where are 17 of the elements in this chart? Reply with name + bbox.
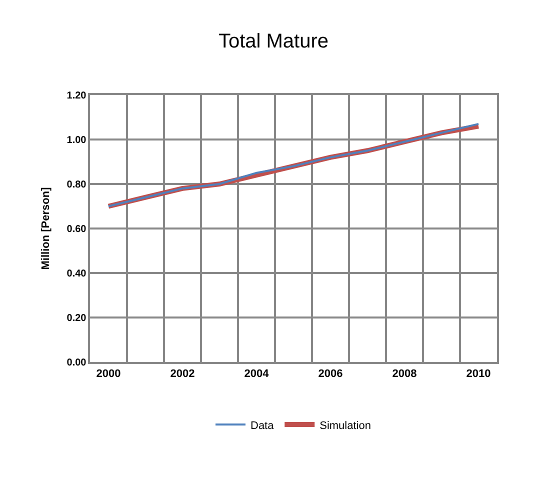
x-tick-label: 2006 [318, 368, 343, 380]
x-tick-label: 2000 [96, 368, 121, 380]
x-tick-label: 2010 [466, 368, 491, 380]
y-tick-label: 1.20 [66, 90, 87, 102]
y-tick-label: 1.00 [66, 135, 87, 146]
chart-title: Total Mature [218, 30, 329, 53]
y-tick-label: 0.20 [66, 313, 87, 324]
y-tick-label: 0.40 [66, 268, 87, 280]
y-tick-label: 0.60 [66, 224, 87, 235]
legend-label: Simulation [320, 420, 371, 432]
y-tick-label: 0.00 [66, 358, 87, 368]
x-tick-label: 2002 [170, 368, 195, 380]
x-tick-label: 2004 [244, 368, 270, 380]
y-tick-label: 0.80 [66, 180, 87, 190]
y-axis-title: Million [Person] [40, 186, 52, 270]
x-tick-label: 2008 [392, 368, 417, 380]
legend-label: Data [250, 420, 275, 432]
